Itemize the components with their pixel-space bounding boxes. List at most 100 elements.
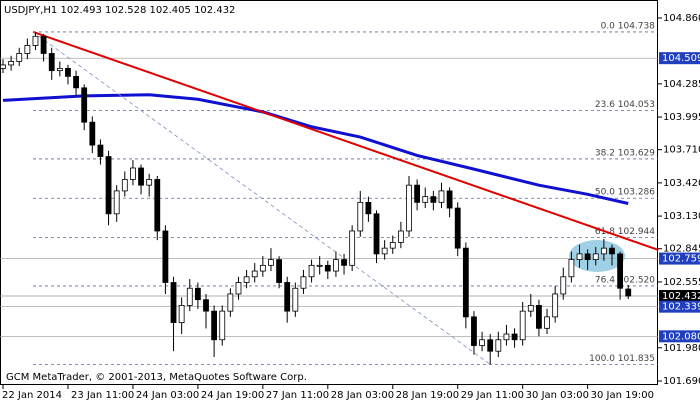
x-tick-label: 28 Jan 19:00 [396, 390, 459, 401]
price-box-label: 102.759 [662, 254, 700, 265]
candle-body [381, 247, 388, 255]
candle-body [592, 253, 599, 261]
candle-body [511, 333, 518, 341]
candle-body [479, 339, 485, 346]
candle-body [16, 53, 23, 62]
y-tick-label: 103.130 [663, 211, 700, 222]
candle-body [422, 196, 429, 203]
candle-body [341, 259, 347, 266]
candle-body [24, 45, 31, 54]
candle-body [324, 264, 331, 272]
candle-body [519, 310, 526, 341]
candle-body [292, 287, 299, 312]
trend-line [32, 31, 659, 251]
fib-label: 23.6 104.053 [595, 100, 655, 110]
candle-body [438, 190, 445, 203]
y-tick-label: 101.690 [663, 376, 700, 387]
price-box-label: 104.509 [662, 53, 700, 64]
candle-body [560, 276, 567, 295]
candle-body [308, 264, 315, 278]
candle-body [527, 305, 534, 312]
candle-body [406, 184, 412, 232]
price-box-label: 102.432 [662, 291, 700, 302]
y-tick-label: 103.995 [663, 112, 700, 123]
candle-body [446, 190, 453, 209]
candle-body [471, 316, 477, 346]
candle-body [552, 293, 559, 318]
candle-body [243, 276, 250, 283]
x-tick-label: 28 Jan 03:00 [331, 390, 394, 401]
candle-body [276, 259, 282, 283]
candle-body [284, 282, 291, 312]
x-tick-label: 24 Jan 03:00 [136, 390, 199, 401]
candle-body [105, 156, 112, 215]
price-box [659, 290, 700, 303]
candle-body [397, 230, 404, 243]
x-tick-label: 24 Jan 19:00 [201, 390, 264, 401]
candle-body [373, 213, 380, 255]
x-tick-label: 30 Jan 03:00 [526, 390, 589, 401]
candle-body [259, 264, 266, 272]
candle-body [503, 333, 510, 341]
fib-label: 0.0 104.738 [601, 21, 656, 31]
candle-body [219, 310, 226, 341]
candle-body [32, 35, 39, 46]
candle-body [316, 264, 323, 267]
fib-label: 38.2 103.629 [595, 148, 655, 158]
candle-body [625, 288, 632, 297]
candle-body [178, 305, 185, 323]
y-tick-label: 102.555 [663, 277, 700, 288]
candle-body [576, 253, 583, 261]
candle-body [138, 167, 144, 186]
candle-body [584, 253, 591, 261]
candle-body [462, 247, 469, 318]
candle-body [81, 87, 88, 123]
candle-body [544, 316, 550, 329]
trend-line [32, 31, 491, 365]
candle-body [97, 144, 104, 157]
candle-body [121, 179, 128, 192]
candle-body [414, 184, 421, 203]
y-tick-label: 103.420 [663, 178, 700, 189]
candle-body [211, 310, 218, 341]
fib-label: 61.8 102.944 [595, 227, 655, 237]
candle-body [130, 167, 136, 180]
price-box [659, 252, 700, 265]
chart-title: USDJPY,H1 102.493 102.528 102.405 102.43… [4, 5, 235, 16]
y-tick-label: 104.860 [663, 13, 700, 24]
candle-body [251, 270, 258, 278]
x-tick-label: 22 Jan 2014 [2, 390, 62, 401]
candle-body [609, 247, 615, 255]
fib-label: 76.4 102.520 [595, 275, 655, 285]
y-tick-label: 101.980 [663, 343, 700, 354]
candle-body [365, 201, 372, 215]
candle-body [8, 61, 15, 66]
candle-body [0, 64, 6, 69]
candle-body [536, 305, 542, 329]
candle-body [389, 242, 396, 249]
footer: GCM MetaTrader, © 2001-2013, MetaQuotes … [6, 372, 307, 383]
candle-body [89, 121, 96, 146]
candle-body [487, 339, 494, 352]
candle-body [430, 196, 437, 203]
x-tick-label: 27 Jan 11:00 [266, 390, 329, 401]
fib-label: 100.0 101.835 [589, 354, 655, 364]
candle-body [65, 67, 71, 77]
candle-body [454, 207, 461, 249]
candle-body [268, 259, 274, 266]
candle-body [186, 287, 193, 306]
x-tick-label: 30 Jan 19:00 [591, 390, 654, 401]
candle-body [170, 282, 177, 323]
candle-body [617, 253, 624, 289]
y-tick-label: 102.845 [663, 244, 700, 255]
candle-body [194, 287, 201, 301]
candle-body [300, 276, 307, 289]
moving-average [2, 93, 629, 205]
price-box-label: 102.080 [662, 331, 700, 342]
candle-body [73, 75, 79, 89]
price-box [659, 330, 700, 343]
candle-body [146, 179, 153, 186]
price-box [659, 52, 700, 65]
candle-body [333, 259, 339, 272]
